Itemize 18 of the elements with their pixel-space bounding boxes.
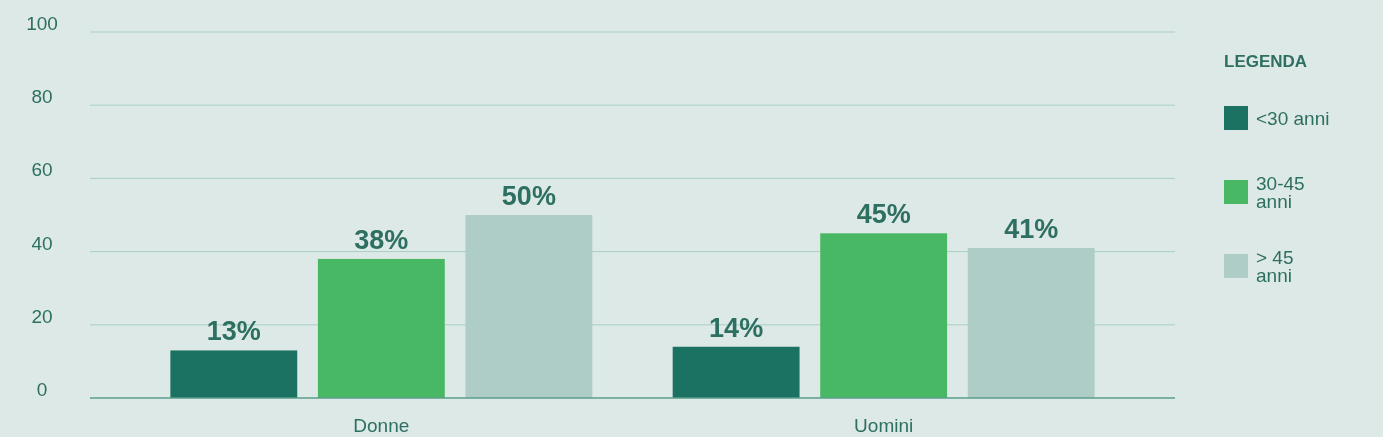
y-tick-label: 40 <box>31 232 53 254</box>
data-label: 50% <box>501 181 556 211</box>
x-tick-label: Donne <box>353 415 410 436</box>
data-label: 14% <box>709 312 764 343</box>
legend-label: 30-45 anni <box>1256 173 1305 212</box>
legend-title: LEGENDA <box>1224 52 1308 71</box>
x-tick-label: Uomini <box>854 415 914 436</box>
legend-label: <30 anni <box>1256 108 1330 129</box>
data-label: 45% <box>856 199 911 230</box>
y-tick-label: 80 <box>31 86 53 108</box>
data-label: 13% <box>206 316 261 347</box>
legend-label: > 45 anni <box>1256 247 1294 286</box>
data-label: 38% <box>354 224 409 255</box>
y-tick-label: 0 <box>36 379 48 400</box>
y-tick-label: 20 <box>31 305 53 327</box>
y-tick-label: 100 <box>26 13 58 34</box>
y-tick-label: 60 <box>31 159 53 181</box>
data-label: 41% <box>1004 213 1059 244</box>
